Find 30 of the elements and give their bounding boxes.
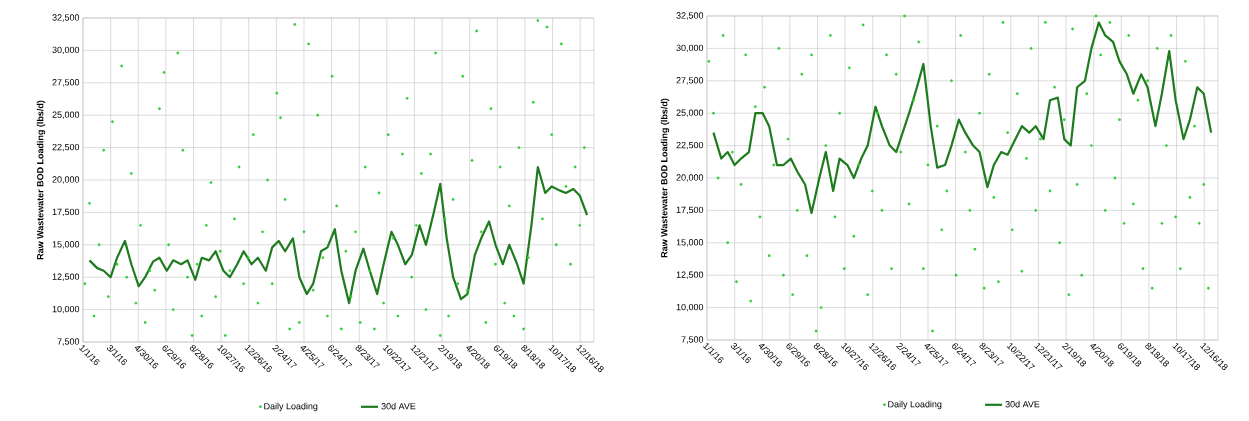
y-tick-label: 22,500 — [52, 143, 80, 152]
y-tick-label: 20,000 — [52, 176, 80, 184]
y-tick-label: 32,500 — [52, 14, 80, 22]
legend-label: 30d AVE — [381, 402, 416, 410]
y-tick-label: 15,000 — [676, 239, 704, 247]
y-tick-label: 17,500 — [676, 206, 704, 215]
y-axis-title: Raw Wastewater BOD Loading (lbs/d) — [660, 98, 670, 258]
y-tick-label: 10,000 — [52, 305, 80, 314]
y-tick-label: 27,500 — [676, 77, 704, 85]
y-tick-label: 25,000 — [676, 109, 704, 117]
y-tick-label: 27,500 — [52, 79, 80, 87]
legend-label: Daily Loading — [264, 402, 318, 412]
legend-label: Daily Loading — [888, 400, 942, 410]
y-tick-label: 10,000 — [676, 303, 704, 312]
y-axis-title: Raw Wastewater BOD Loading (lbs/d) — [36, 100, 46, 260]
y-tick-label: 15,000 — [52, 241, 80, 249]
y-tick-label: 22,500 — [676, 141, 704, 150]
y-tick-label: 25,000 — [52, 111, 80, 119]
line-series — [712, 21, 1213, 215]
y-tick-label: 7,500 — [57, 338, 80, 346]
y-tick-label: 32,500 — [676, 12, 704, 20]
legend-label: 30d AVE — [1005, 400, 1040, 408]
line-series — [88, 165, 589, 305]
y-tick-label: 20,000 — [676, 174, 704, 182]
y-tick-label: 7,500 — [681, 336, 704, 344]
y-tick-label: 17,500 — [52, 208, 80, 217]
y-tick-label: 30,000 — [52, 46, 80, 55]
y-tick-label: 12,500 — [52, 273, 80, 281]
y-tick-label: 30,000 — [676, 44, 704, 53]
y-tick-label: 12,500 — [676, 271, 704, 279]
